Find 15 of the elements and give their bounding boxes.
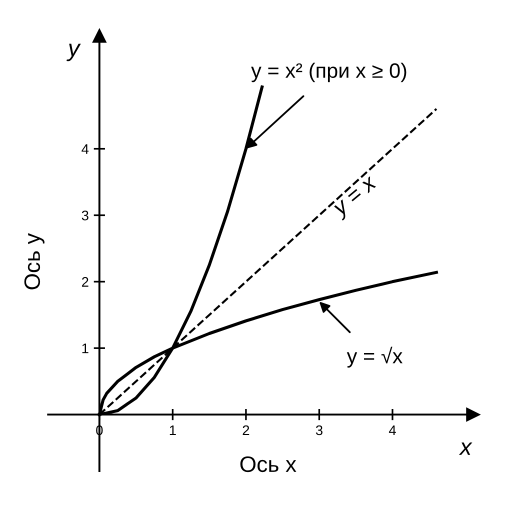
y-tick-label: 2 — [82, 277, 88, 287]
x-tick-label: 3 — [316, 425, 322, 436]
annotation: y = √x — [346, 346, 403, 368]
y-tick-label: 4 — [82, 144, 89, 154]
y-tick-label: 3 — [82, 210, 88, 220]
y-tick-label: 1 — [82, 344, 88, 354]
x-tick-label: 2 — [242, 425, 250, 436]
annotation: y = x² (при x ≥ 0) — [251, 62, 406, 82]
x-tick-label: 4 — [388, 425, 396, 436]
annotation: x — [458, 442, 472, 455]
annotation: y — [66, 44, 81, 62]
annotation: y = x — [332, 176, 381, 221]
x-tick-label: 1 — [170, 425, 176, 436]
x-axis-title: Ось x — [240, 456, 296, 472]
y-axis-title: Ось y — [24, 233, 44, 290]
